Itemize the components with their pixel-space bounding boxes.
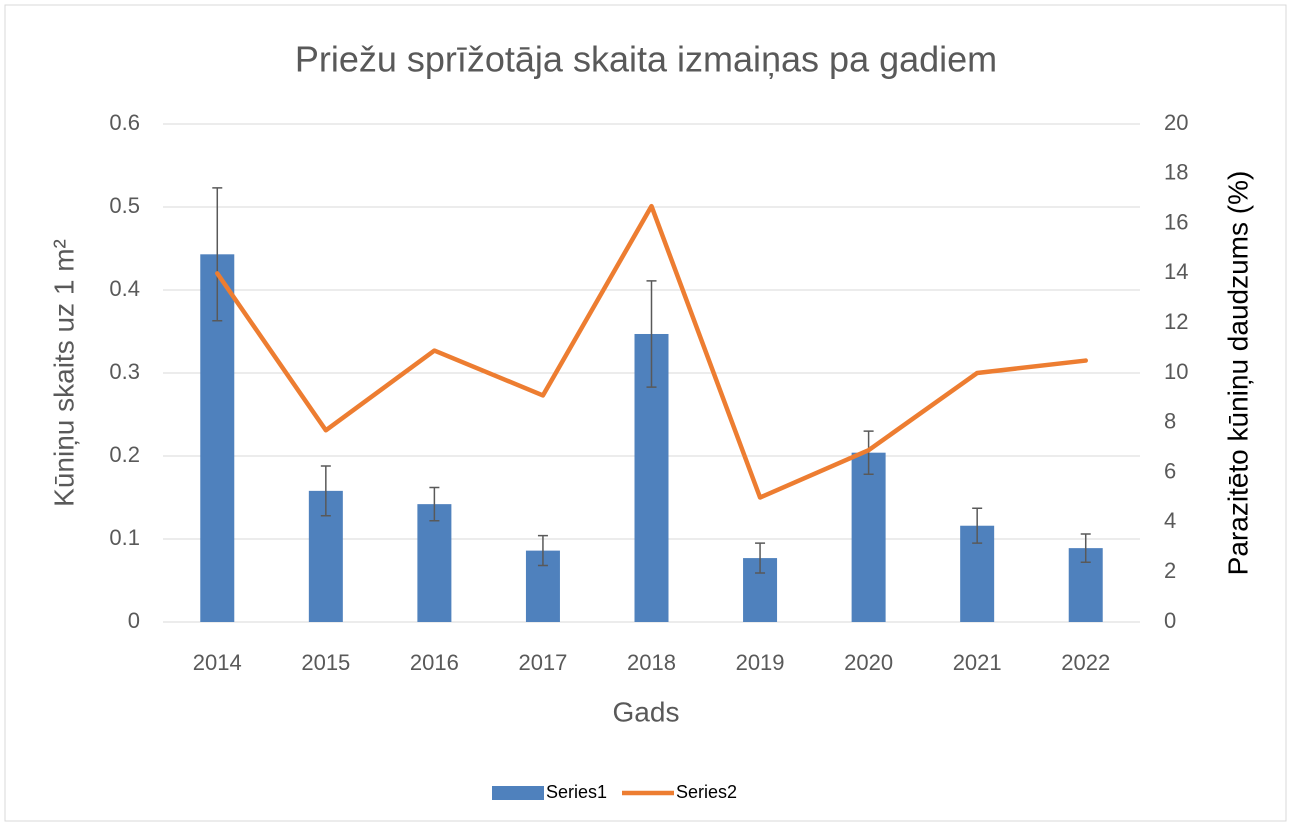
y2-tick-label: 10 <box>1164 359 1188 384</box>
y-tick-label: 0.2 <box>109 442 140 467</box>
error-bar <box>972 507 983 544</box>
y2-tick-label: 20 <box>1164 110 1188 135</box>
y2-tick-label: 4 <box>1164 508 1176 533</box>
error-bar <box>537 534 548 567</box>
y-tick-label: 0.5 <box>109 193 140 218</box>
y-tick-label: 0.1 <box>109 525 140 550</box>
y2-tick-label: 14 <box>1164 259 1188 284</box>
x-axis-title: Gads <box>613 696 680 727</box>
x-tick-label: 2020 <box>844 650 893 675</box>
y-tick-label: 0.3 <box>109 359 140 384</box>
y-tick-label: 0.6 <box>109 110 140 135</box>
y2-tick-label: 8 <box>1164 409 1176 434</box>
chart-title: Priežu sprīžotāja skaita izmaiņas pa gad… <box>295 39 997 80</box>
y2-tick-label: 16 <box>1164 209 1188 234</box>
y2-tick-label: 6 <box>1164 458 1176 483</box>
legend-label: Series2 <box>676 782 737 802</box>
y2-axis-title: Parazitēto kūniņu daudzums (%) <box>1222 171 1253 576</box>
x-tick-label: 2021 <box>953 650 1002 675</box>
x-tick-label: 2018 <box>627 650 676 675</box>
y2-tick-label: 2 <box>1164 558 1176 583</box>
x-tick-label: 2017 <box>518 650 567 675</box>
bar <box>851 452 886 622</box>
legend-label: Series1 <box>546 782 607 802</box>
x-tick-label: 2022 <box>1061 650 1110 675</box>
error-bar <box>320 465 331 517</box>
x-tick-label: 2019 <box>736 650 785 675</box>
y-axis-title: Kūniņu skaits uz 1 m² <box>48 239 79 507</box>
error-bar <box>646 280 657 388</box>
x-tick-label: 2015 <box>301 650 350 675</box>
line <box>215 203 1088 500</box>
y2-tick-label: 0 <box>1164 608 1176 633</box>
error-bar <box>1080 533 1091 563</box>
error-bar <box>429 486 440 522</box>
legend-swatch <box>492 786 544 800</box>
x-tick-label: 2014 <box>193 650 242 675</box>
x-tick-label: 2016 <box>410 650 459 675</box>
error-bar <box>755 542 766 574</box>
y2-tick-label: 12 <box>1164 309 1188 334</box>
bar <box>417 504 452 622</box>
error-bar <box>863 430 874 476</box>
y2-tick-label: 18 <box>1164 160 1188 185</box>
error-bar <box>212 187 223 322</box>
y-tick-label: 0.4 <box>109 276 140 301</box>
y-tick-label: 0 <box>128 608 140 633</box>
